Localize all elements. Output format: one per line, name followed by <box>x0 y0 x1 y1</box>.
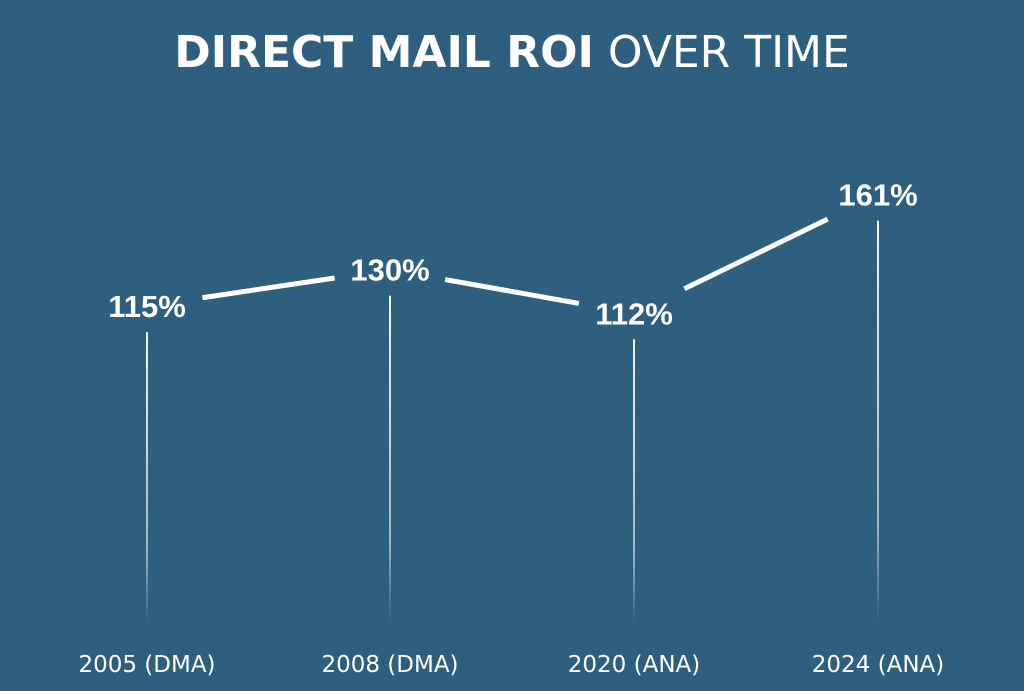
value-label-2: 112% <box>595 296 673 331</box>
chart-title: DIRECT MAIL ROI OVER TIME <box>174 27 850 78</box>
chart-title-light-text: OVER TIME <box>608 27 850 78</box>
category-label-2: 2020 (ANA) <box>568 652 700 678</box>
drop-line-2 <box>633 339 635 623</box>
drop-line-3 <box>877 220 879 623</box>
value-label-1: 130% <box>350 253 429 288</box>
category-label-3: 2024 (ANA) <box>812 652 944 678</box>
drop-line-0 <box>146 332 148 623</box>
category-label-0: 2005 (DMA) <box>78 652 215 678</box>
value-label-3: 161% <box>838 178 917 213</box>
drop-lines <box>146 220 879 623</box>
series-segment-2 <box>683 216 829 292</box>
chart-title-bold: DIRECT MAIL ROI <box>174 27 594 78</box>
value-labels: 115% 130% 112% 161% <box>108 178 917 332</box>
chart-title-light <box>594 27 608 78</box>
series-segment-1 <box>444 277 580 306</box>
category-labels: 2005 (DMA) 2008 (DMA) 2020 (ANA) 2024 (ANA) <box>78 652 944 678</box>
series-line <box>202 216 829 306</box>
category-label-1: 2008 (DMA) <box>321 652 458 678</box>
value-label-0: 115% <box>108 289 186 324</box>
drop-line-1 <box>389 295 391 623</box>
series-segment-0 <box>202 275 335 301</box>
